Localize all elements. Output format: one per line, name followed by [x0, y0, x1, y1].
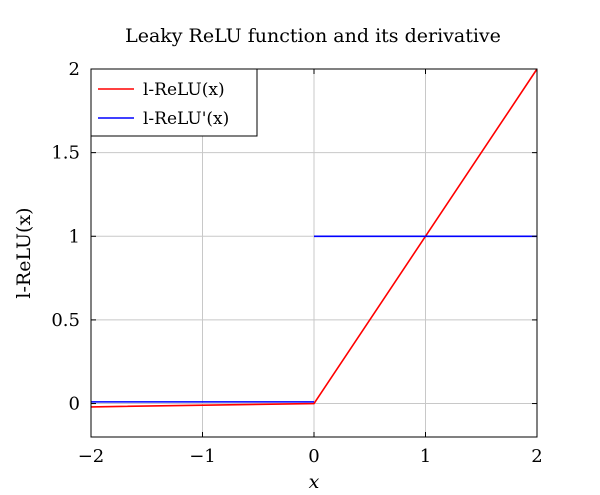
x-ticks: −2 −1 0 1 2 — [78, 69, 543, 467]
x-tick-label: −1 — [189, 446, 216, 467]
y-axis-label: l-ReLU(x) — [13, 207, 35, 298]
y-tick-label: 0 — [69, 394, 80, 415]
legend-label: l-ReLU(x) — [143, 80, 225, 100]
y-tick-label: 1.5 — [51, 143, 80, 164]
x-tick-label: 1 — [420, 446, 431, 467]
y-tick-label: 1 — [69, 226, 80, 247]
chart-title: Leaky ReLU function and its derivative — [125, 25, 501, 47]
x-tick-label: −2 — [78, 446, 105, 467]
y-tick-label: 2 — [69, 59, 80, 80]
x-tick-label: 2 — [531, 446, 542, 467]
legend-box — [90, 68, 258, 137]
y-tick-label: 0.5 — [51, 310, 80, 331]
series-group — [90, 68, 538, 408]
x-tick-label: 0 — [308, 446, 319, 467]
series-line-0 — [90, 68, 538, 408]
legend: l-ReLU(x) l-ReLU'(x) — [90, 68, 258, 137]
y-ticks: 0 0.5 1 1.5 2 — [51, 59, 537, 415]
legend-label: l-ReLU'(x) — [143, 109, 229, 129]
x-axis-label: x — [309, 471, 320, 493]
